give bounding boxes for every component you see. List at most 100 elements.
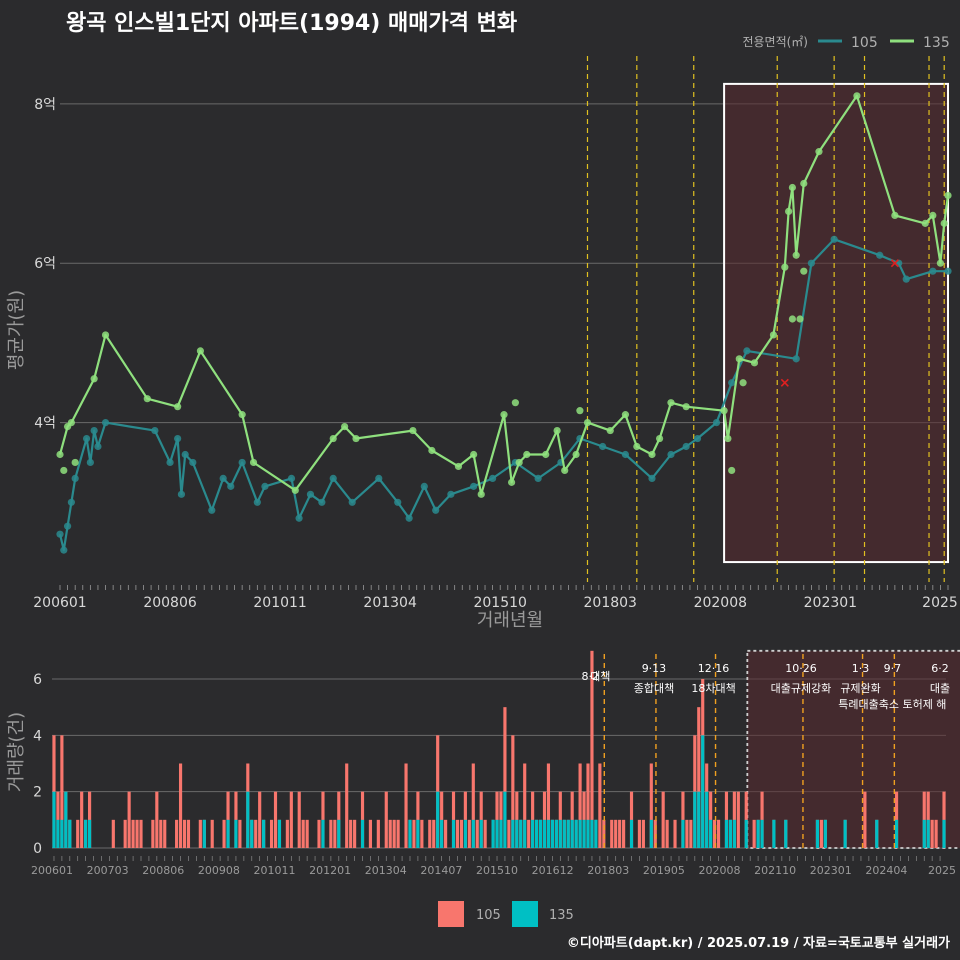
volume-bar-135 bbox=[942, 819, 946, 848]
volume-bar-105 bbox=[432, 819, 436, 848]
series-105-point bbox=[90, 426, 98, 435]
volume-bar-135 bbox=[772, 819, 776, 848]
policy-annotation-date: 12·16 bbox=[698, 662, 730, 675]
series-135-point bbox=[174, 403, 182, 411]
policy-annotation-text: 특례대출축소 토허제 해 bbox=[838, 697, 946, 711]
price-x-tick-label: 200601 bbox=[33, 595, 86, 611]
series-135-point bbox=[515, 458, 523, 467]
volume-bar-105 bbox=[139, 819, 143, 848]
volume-bar-135 bbox=[693, 791, 697, 848]
policy-annotation-date: 1·3 bbox=[852, 662, 870, 675]
volume-bar-135 bbox=[246, 791, 250, 848]
volume-bar-105 bbox=[151, 819, 155, 848]
volume-bar-135 bbox=[701, 735, 705, 848]
volume-bar-105 bbox=[673, 819, 677, 848]
series-135-point bbox=[561, 466, 569, 475]
series-105-point bbox=[432, 506, 440, 514]
volume-bar-135 bbox=[724, 819, 729, 848]
volume-bar-105 bbox=[254, 819, 258, 848]
volume-bar-135 bbox=[416, 819, 420, 848]
series-135-point bbox=[90, 375, 98, 383]
series-135-point bbox=[67, 419, 75, 427]
series-135-point bbox=[553, 426, 561, 435]
volume-bar-135 bbox=[491, 819, 495, 848]
volume-x-tick-label: 200806 bbox=[142, 864, 184, 877]
series-135-point bbox=[944, 191, 952, 200]
volume-x-tick-label: 200601 bbox=[31, 864, 73, 877]
volume-bar-135 bbox=[538, 819, 543, 848]
series-105-point bbox=[944, 267, 952, 275]
volume-bar-135 bbox=[535, 819, 539, 848]
volume-bar-105 bbox=[392, 819, 396, 848]
volume-bar-135 bbox=[84, 819, 88, 848]
volume-bar-105 bbox=[198, 819, 202, 848]
volume-bar-135 bbox=[582, 819, 586, 848]
volume-bar-105 bbox=[273, 791, 278, 848]
volume-legend-135-label: 135 bbox=[549, 908, 574, 923]
volume-y-tick-label: 0 bbox=[33, 841, 42, 857]
volume-bar-105 bbox=[455, 819, 460, 848]
series-105-point bbox=[151, 426, 159, 435]
volume-bar-105 bbox=[459, 819, 463, 848]
volume-bar-105 bbox=[697, 707, 701, 848]
volume-bar-135 bbox=[499, 819, 503, 848]
series-135-point bbox=[724, 434, 732, 443]
series-135-point bbox=[735, 355, 743, 363]
volume-bar-105 bbox=[863, 791, 867, 848]
volume-bar-105 bbox=[210, 819, 214, 848]
volume-bar-135 bbox=[234, 819, 238, 848]
series-135-point bbox=[788, 315, 797, 323]
volume-bar-135 bbox=[463, 819, 467, 848]
volume-bar-105 bbox=[475, 819, 479, 848]
series-105-point bbox=[181, 450, 189, 459]
volume-bar-105 bbox=[80, 791, 84, 848]
series-105-point bbox=[177, 490, 186, 498]
series-135-point bbox=[936, 259, 945, 267]
volume-bar-135 bbox=[744, 819, 748, 848]
price-x-tick-label: 202008 bbox=[694, 595, 747, 611]
series-105-point bbox=[534, 474, 542, 482]
series-135-point bbox=[470, 450, 478, 459]
volume-bar-105 bbox=[135, 819, 139, 848]
series-105-point bbox=[895, 259, 903, 267]
series-105-point bbox=[67, 498, 75, 506]
policy-annotation-date: 9·13 bbox=[642, 662, 667, 675]
volume-bar-135 bbox=[894, 819, 899, 848]
volume-bar-135 bbox=[586, 819, 590, 848]
series-105-point bbox=[219, 474, 227, 482]
volume-bar-135 bbox=[728, 819, 732, 848]
series-105-point bbox=[318, 498, 326, 506]
legend-135-label: 135 bbox=[923, 35, 950, 51]
volume-bars bbox=[52, 650, 946, 848]
volume-bar-135 bbox=[277, 819, 282, 848]
series-135-point bbox=[60, 466, 68, 475]
volume-bar-105 bbox=[159, 819, 163, 848]
volume-bar-105 bbox=[665, 819, 669, 848]
volume-bar-105 bbox=[301, 819, 305, 848]
volume-bar-135 bbox=[732, 819, 736, 848]
policy-annotation-text: 종합대책 bbox=[634, 682, 674, 695]
price-y-tick-label: 4억 bbox=[34, 416, 56, 432]
series-135-point bbox=[454, 462, 463, 471]
volume-bar-105 bbox=[353, 819, 357, 848]
series-105-point bbox=[189, 458, 197, 467]
series-135-point bbox=[511, 399, 519, 407]
series-105-point bbox=[830, 235, 838, 243]
series-105-point bbox=[667, 450, 675, 459]
volume-bar-105 bbox=[483, 819, 487, 848]
volume-x-tick-label: 201612 bbox=[532, 864, 574, 877]
series-105-point bbox=[306, 490, 315, 498]
price-legend: 전용면적(㎡) 105 135 bbox=[742, 35, 949, 51]
series-105-point bbox=[792, 355, 800, 363]
volume-x-tick-label: 201304 bbox=[365, 864, 407, 877]
volume-bar-105 bbox=[602, 819, 606, 848]
volume-bar-135 bbox=[709, 819, 713, 848]
series-135-point bbox=[341, 422, 349, 431]
volume-bar-105 bbox=[317, 819, 321, 848]
series-135-point bbox=[143, 395, 151, 403]
volume-bar-105 bbox=[661, 791, 665, 848]
volume-bar-105 bbox=[376, 819, 380, 848]
series-135-point bbox=[781, 263, 789, 271]
volume-bar-105 bbox=[285, 819, 289, 848]
volume-bar-135 bbox=[823, 819, 827, 848]
